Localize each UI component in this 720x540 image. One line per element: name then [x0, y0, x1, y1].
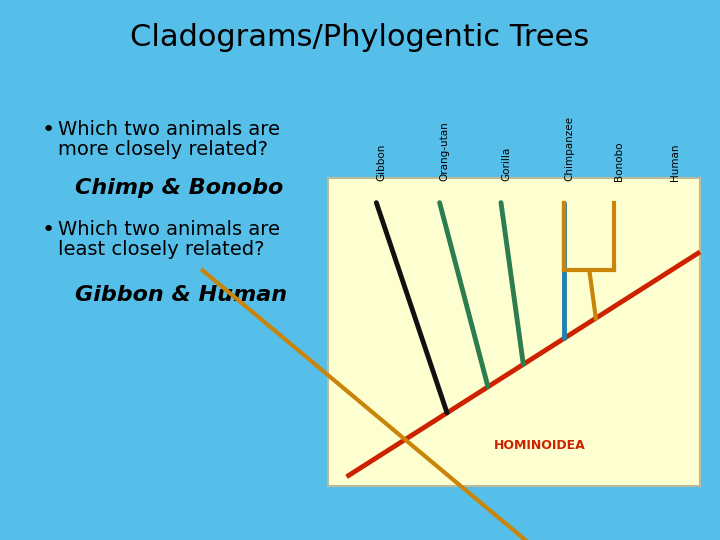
Text: least closely related?: least closely related?: [58, 240, 264, 259]
Text: Human: Human: [670, 144, 680, 181]
Text: Chimpanzee: Chimpanzee: [564, 116, 575, 181]
Text: Orang-utan: Orang-utan: [440, 122, 449, 181]
Text: Gibbon: Gibbon: [377, 144, 387, 181]
Text: •: •: [42, 120, 55, 140]
Text: more closely related?: more closely related?: [58, 140, 268, 159]
Text: Which two animals are: Which two animals are: [58, 120, 280, 139]
Text: Chimp & Bonobo: Chimp & Bonobo: [75, 178, 283, 198]
Text: Gibbon & Human: Gibbon & Human: [75, 285, 287, 305]
Text: Gorilla: Gorilla: [501, 147, 511, 181]
Text: •: •: [42, 220, 55, 240]
FancyBboxPatch shape: [328, 178, 700, 486]
Text: Cladograms/Phylogentic Trees: Cladograms/Phylogentic Trees: [130, 24, 590, 52]
Text: Bonobo: Bonobo: [614, 141, 624, 181]
Text: HOMINOIDEA: HOMINOIDEA: [494, 440, 586, 453]
Text: Which two animals are: Which two animals are: [58, 220, 280, 239]
